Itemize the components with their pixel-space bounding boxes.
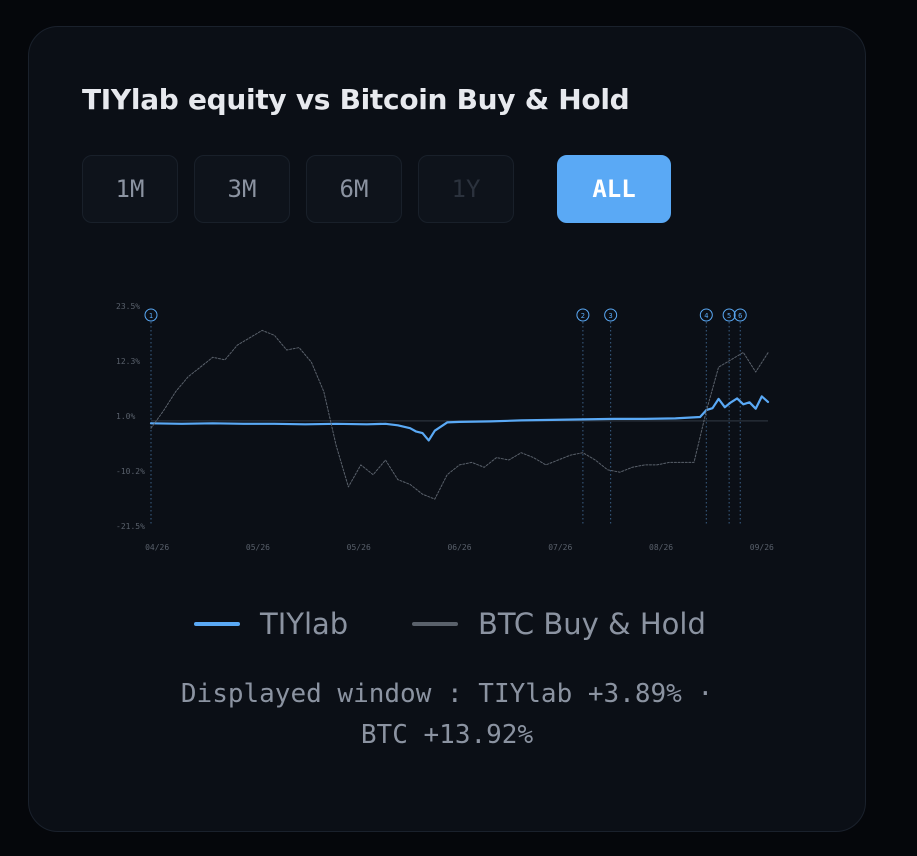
event-marker-label: 4 [704,312,708,320]
event-marker-label: 6 [738,312,742,320]
window-summary: Displayed window : TIYlab +3.89% · BTC +… [28,674,866,756]
btc-series-line [150,329,769,500]
summary-line-2: BTC +13.92% [360,720,534,750]
event-marker-label: 5 [727,312,731,320]
event-marker-badge [604,308,618,322]
legend-label-btc: BTC Buy & Hold [478,607,706,641]
tab-1m[interactable]: 1M [82,155,178,223]
y-tick-label: -10.2% [116,467,145,476]
equity-chart: 23.5% 12.3% 1.0% -10.2% -21.5% 04/26 05/26 05/2… [108,292,798,562]
event-marker-badge [733,308,747,322]
tab-all[interactable]: ALL [557,155,671,223]
event-marker-label: 1 [149,312,153,320]
x-tick-label: 08/26 [649,543,673,552]
x-tick-label: 05/26 [347,543,371,552]
tab-1y: 1Y [418,155,514,223]
y-tick-label: 1.0% [116,412,135,421]
tab-3m[interactable]: 3M [194,155,290,223]
event-marker-badge [699,308,713,322]
summary-line-1: Displayed window : TIYlab +3.89% · [180,679,714,709]
x-tick-label: 04/26 [145,543,169,552]
chart-svg: 23.5% 12.3% 1.0% -10.2% -21.5% 04/26 05/26 05/2… [116,302,774,552]
y-tick-label: 23.5% [116,302,140,311]
event-marker-label: 3 [609,312,613,320]
legend-swatch-btc [412,622,458,626]
chart-title: TIYlab equity vs Bitcoin Buy & Hold [82,83,630,116]
tiylab-series-line [149,395,770,442]
event-marker-badge [144,308,158,322]
legend-item-tiylab: TIYlab [194,600,348,648]
tab-6m[interactable]: 6M [306,155,402,223]
x-tick-label: 09/26 [750,543,774,552]
y-tick-label: -21.5% [116,522,145,531]
legend-swatch-tiylab [194,622,240,626]
legend-item-btc: BTC Buy & Hold [412,600,706,648]
x-tick-label: 05/26 [246,543,270,552]
event-marker-badge [576,308,590,322]
chart-legend: TIYlab BTC Buy & Hold [166,600,726,648]
x-tick-label: 06/26 [447,543,471,552]
y-tick-label: 12.3% [116,357,140,366]
event-marker-badge [722,308,736,322]
legend-label-tiylab: TIYlab [260,607,349,641]
event-marker-label: 2 [581,312,585,320]
x-tick-label: 07/26 [548,543,572,552]
